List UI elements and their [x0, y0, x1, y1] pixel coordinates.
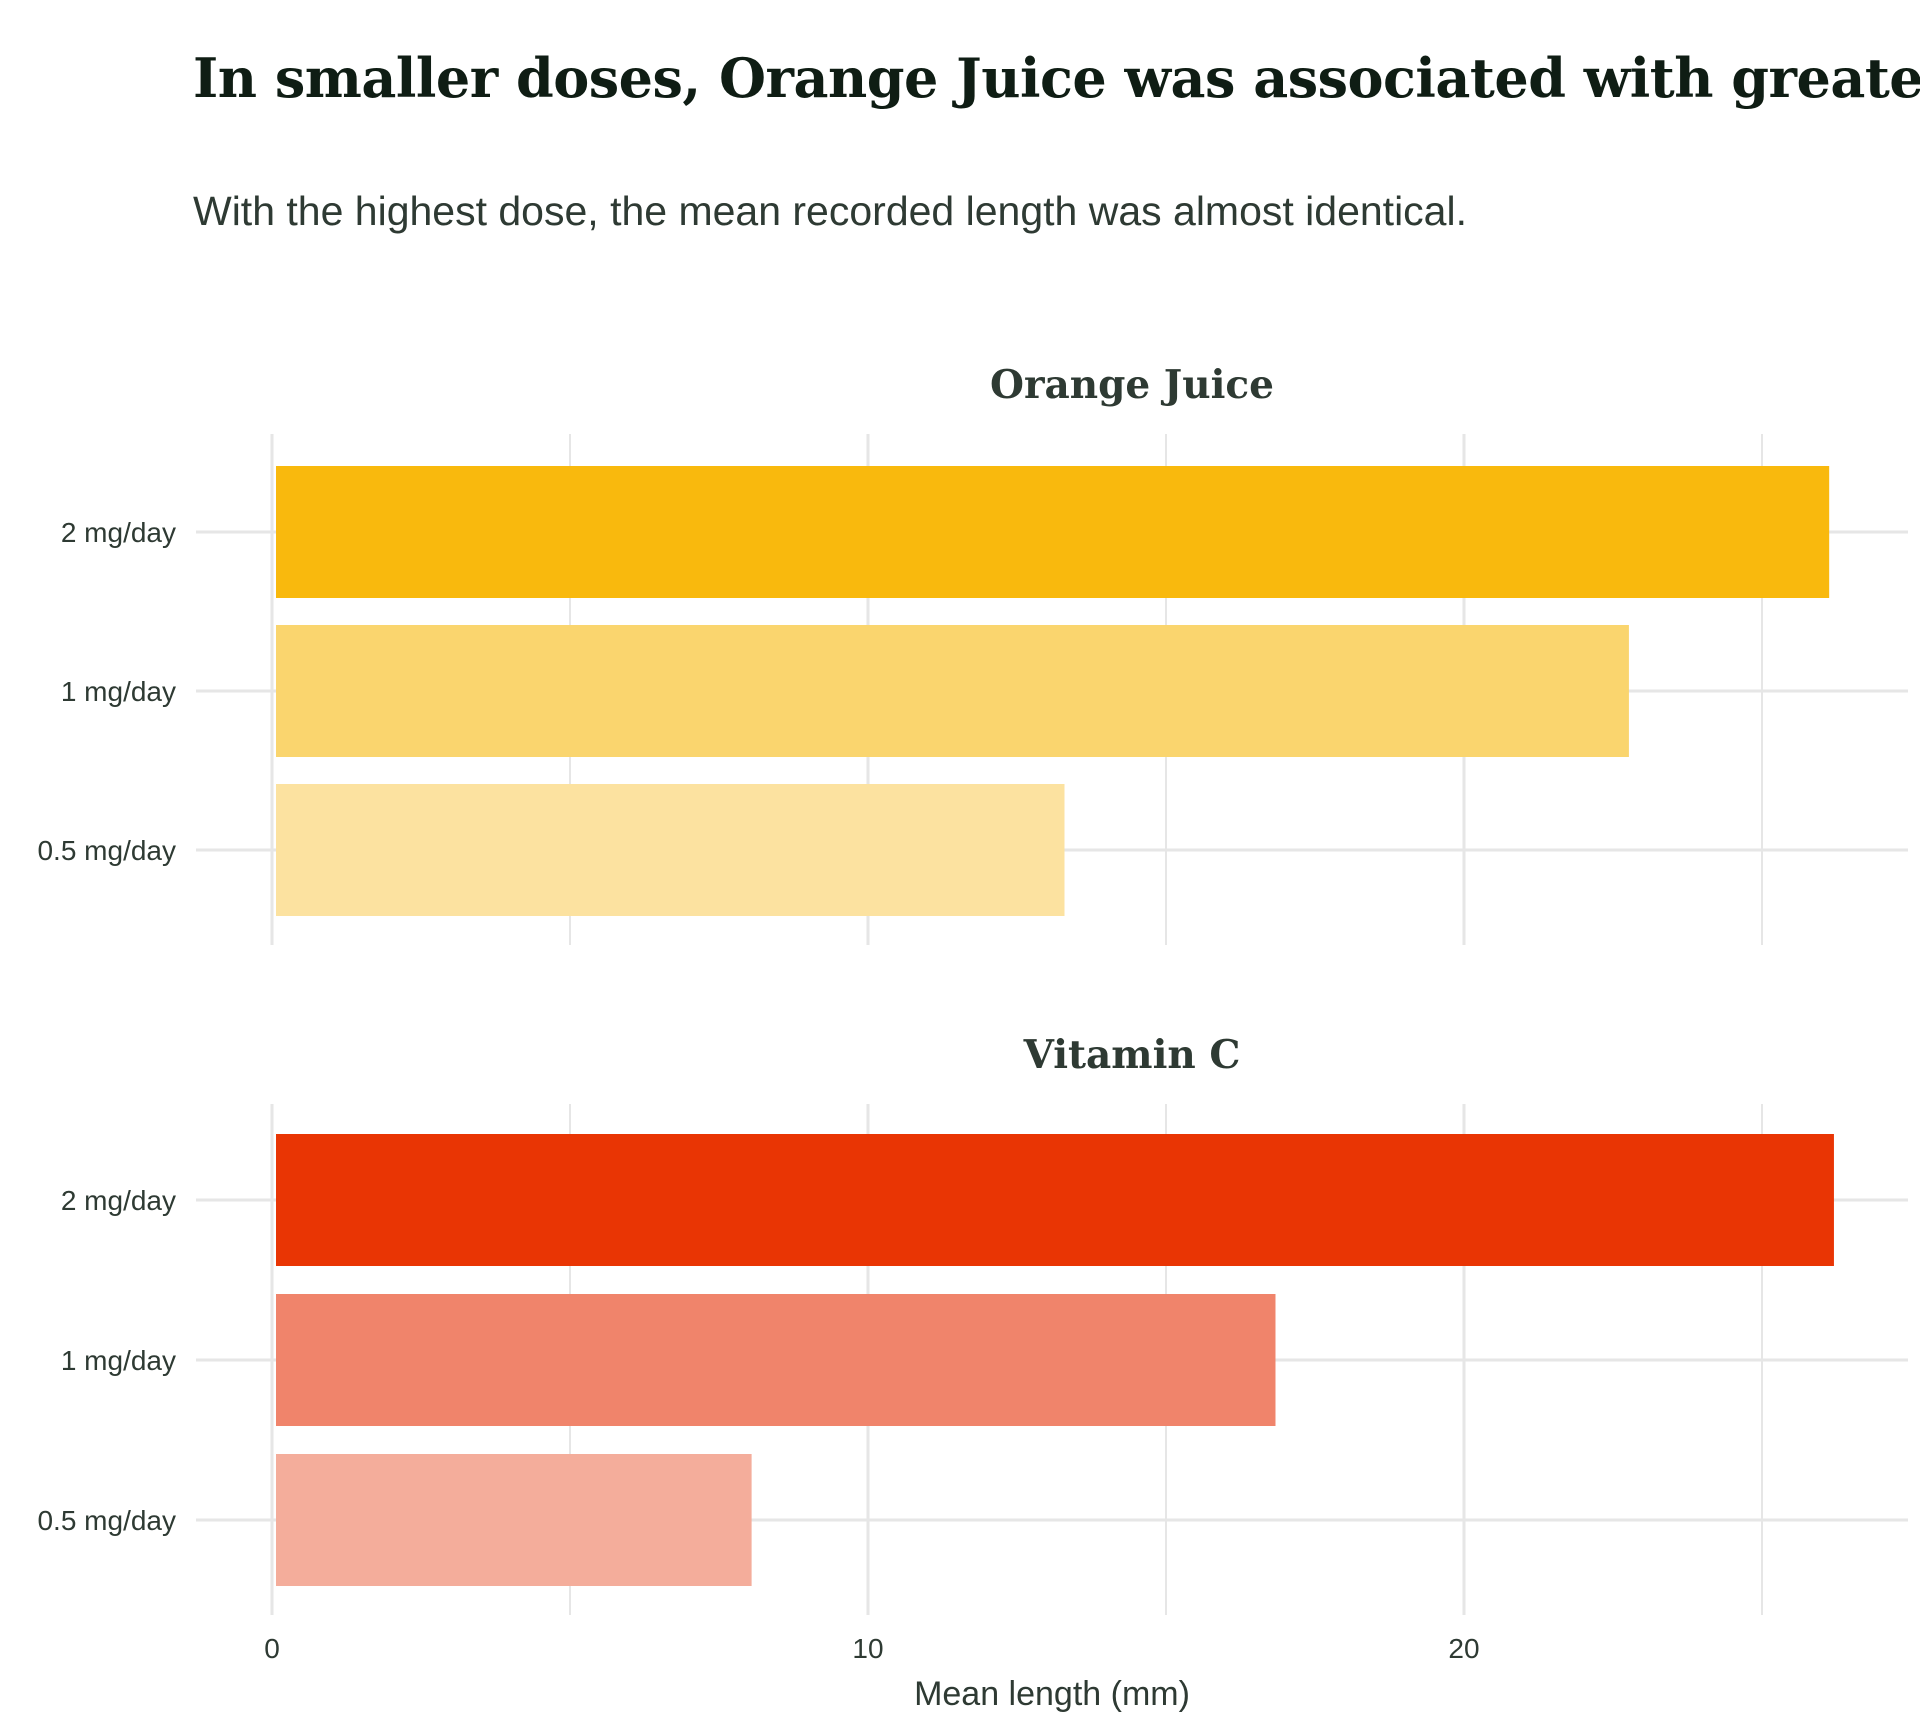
bar — [276, 625, 1629, 757]
x-tick-label: 0 — [264, 1633, 280, 1664]
facet-title: Vitamin C — [1023, 1032, 1241, 1078]
chart-title: In smaller doses, Orange Juice was assoc… — [193, 46, 1920, 110]
bar — [276, 466, 1830, 598]
y-tick-label: 1 mg/day — [61, 1345, 176, 1376]
bar — [276, 784, 1065, 916]
y-tick-label: 1 mg/day — [61, 676, 176, 707]
facet-title: Orange Juice — [990, 362, 1274, 408]
bar — [276, 1454, 752, 1586]
bar — [276, 1294, 1276, 1426]
x-axis-title: Mean length (mm) — [914, 1675, 1190, 1713]
y-tick-label: 0.5 mg/day — [37, 835, 176, 866]
x-tick-label: 20 — [1448, 1633, 1479, 1664]
x-tick-label: 10 — [852, 1633, 883, 1664]
y-tick-label: 0.5 mg/day — [37, 1505, 176, 1536]
y-tick-label: 2 mg/day — [61, 1185, 176, 1216]
chart-subtitle: With the highest dose, the mean recorded… — [193, 188, 1467, 234]
bar — [276, 1134, 1834, 1266]
y-tick-label: 2 mg/day — [61, 517, 176, 548]
